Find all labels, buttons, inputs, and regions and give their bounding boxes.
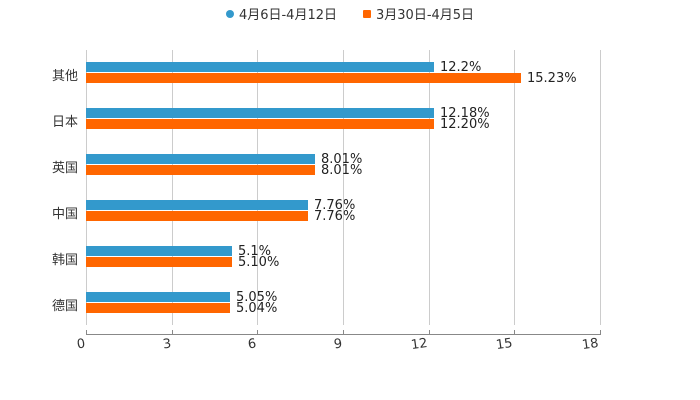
gridline	[172, 50, 173, 325]
legend-item-series-1[interactable]: 4月6日-4月12日	[225, 4, 337, 23]
x-tick-mark	[257, 330, 258, 335]
x-tick-label: 6	[246, 336, 258, 353]
x-tick-label: 15	[495, 335, 514, 354]
data-label: 7.76%	[314, 209, 356, 224]
bar-series-1[interactable]	[86, 108, 434, 118]
series-1-circle-icon	[225, 9, 234, 18]
x-tick-mark	[514, 330, 515, 335]
x-axis-line	[86, 334, 600, 335]
bar-series-1[interactable]	[86, 292, 230, 302]
legend-item-series-2[interactable]: 3月30日-4月5日	[363, 4, 474, 23]
x-tick-mark	[600, 330, 601, 335]
bar-series-1[interactable]	[86, 246, 232, 256]
data-label: 5.1%	[238, 244, 272, 259]
data-label: 5.05%	[236, 290, 278, 305]
data-label: 12.2%	[440, 60, 482, 75]
category-label: 其他	[51, 69, 78, 84]
bar-series-1[interactable]	[86, 62, 434, 72]
data-label: 12.18%	[440, 106, 490, 121]
bar-series-1[interactable]	[86, 200, 308, 210]
gridline	[600, 50, 601, 325]
gridline	[86, 50, 87, 325]
chart-legend: 4月6日-4月12日 3月30日-4月5日	[0, 4, 700, 23]
bar-series-2[interactable]	[86, 165, 315, 175]
plot-area	[86, 50, 601, 335]
x-tick-label: 12	[410, 335, 429, 354]
bar-series-2[interactable]	[86, 211, 308, 221]
legend-label-series-1: 4月6日-4月12日	[238, 8, 337, 23]
x-tick-label: 18	[581, 335, 600, 354]
data-label: 15.23%	[527, 71, 577, 86]
gridline	[514, 50, 515, 325]
category-label: 日本	[51, 115, 78, 130]
x-tick-mark	[172, 330, 173, 335]
bar-series-2[interactable]	[86, 73, 521, 83]
series-2-square-icon	[363, 9, 371, 18]
data-label: 5.10%	[238, 255, 280, 270]
data-label: 5.04%	[236, 301, 278, 316]
bar-series-2[interactable]	[86, 303, 230, 313]
legend-label-series-2: 3月30日-4月5日	[376, 8, 475, 23]
gridline	[429, 50, 430, 325]
data-label: 8.01%	[321, 152, 363, 167]
category-label: 德国	[51, 299, 78, 314]
data-label: 7.76%	[314, 198, 356, 213]
category-label: 英国	[51, 161, 78, 176]
x-tick-mark	[86, 330, 87, 335]
bar-series-1[interactable]	[86, 154, 315, 164]
x-tick-mark	[429, 330, 430, 335]
data-label: 12.20%	[440, 117, 490, 132]
x-tick-label: 3	[161, 336, 173, 353]
category-label: 韩国	[51, 253, 78, 268]
data-label: 8.01%	[321, 163, 363, 178]
gridline	[257, 50, 258, 325]
bar-series-2[interactable]	[86, 119, 434, 129]
x-tick-mark	[343, 330, 344, 335]
bar-series-2[interactable]	[86, 257, 232, 267]
gridline	[343, 50, 344, 325]
x-tick-label: 9	[332, 336, 344, 353]
x-tick-label: 0	[75, 336, 87, 353]
category-label: 中国	[51, 207, 78, 222]
